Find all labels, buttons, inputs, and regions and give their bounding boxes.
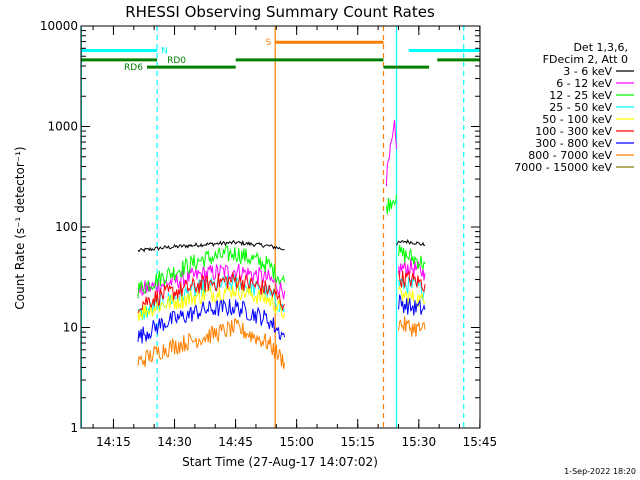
- series-line: [137, 298, 286, 344]
- state-bar-label: S: [265, 38, 271, 48]
- series-line: [398, 316, 426, 337]
- series-line: [385, 194, 397, 215]
- legend-entry-label: 800 - 7000 keV: [528, 149, 612, 162]
- legend-header: FDecim 2, Att 0: [543, 53, 628, 66]
- x-tick-label: 15:00: [279, 435, 314, 449]
- series-line: [398, 270, 426, 293]
- series-line: [137, 280, 286, 321]
- series-line: [398, 294, 426, 316]
- x-tick-label: 15:45: [463, 435, 498, 449]
- legend-entry-label: 50 - 100 keV: [542, 113, 612, 126]
- legend-entry-label: 100 - 300 keV: [535, 125, 612, 138]
- x-tick-label: 15:15: [340, 435, 375, 449]
- x-axis-label: Start Time (27-Aug-17 14:07:02): [182, 455, 378, 469]
- x-tick-label: 14:30: [157, 435, 192, 449]
- series-line: [396, 238, 426, 247]
- series-line: [137, 263, 286, 300]
- x-tick-label: 14:15: [96, 435, 131, 449]
- series-line: [137, 245, 286, 298]
- y-tick-label: 1000: [47, 120, 78, 134]
- legend-entry-label: 12 - 25 keV: [549, 89, 612, 102]
- y-tick-label: 100: [55, 220, 78, 234]
- series-line: [398, 275, 426, 301]
- legend-entry-label: 7000 - 15000 keV: [514, 161, 612, 174]
- state-bar-label: RD6: [124, 63, 143, 73]
- legend-entry-label: 300 - 800 keV: [535, 137, 612, 150]
- plot-frame: [80, 25, 481, 429]
- x-tick-label: 15:30: [402, 435, 437, 449]
- series-line: [137, 272, 286, 314]
- legend-header: Det 1,3,6,: [573, 41, 628, 54]
- series-line: [385, 119, 397, 187]
- x-tick-label: 14:45: [218, 435, 253, 449]
- series-line: [398, 285, 426, 308]
- state-bar-label: N: [161, 47, 168, 57]
- series-line: [398, 258, 426, 281]
- legend-entry-label: 3 - 6 keV: [563, 65, 612, 78]
- y-tick-label: 10: [63, 321, 78, 335]
- y-tick-label: 10000: [40, 19, 78, 33]
- footer-date: 1-Sep-2022 18:20: [564, 467, 636, 476]
- legend-entry-label: 6 - 12 keV: [556, 77, 612, 90]
- state-bar-label: RD0: [167, 56, 186, 66]
- series-line: [137, 318, 286, 369]
- y-axis-label: Count Rate (s⁻¹ detector⁻¹): [13, 146, 27, 309]
- series-line: [398, 244, 426, 270]
- y-tick-label: 1: [70, 421, 78, 435]
- series-line: [137, 239, 285, 253]
- legend-entry-label: 25 - 50 keV: [549, 101, 612, 114]
- chart-title: RHESSI Observing Summary Count Rates: [125, 3, 435, 21]
